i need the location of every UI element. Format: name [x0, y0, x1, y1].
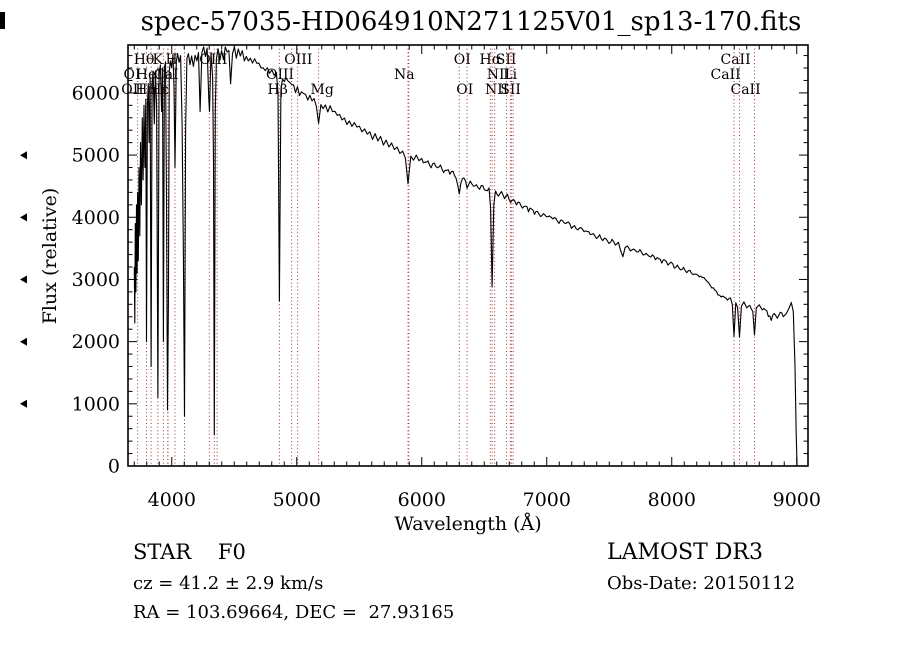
x-tick-labels: 4000 5000 6000 7000 8000 9000 [148, 489, 821, 511]
x-major-ticks [171, 45, 798, 466]
line-label: OI [454, 52, 471, 68]
y-tick-label: 1000 [72, 393, 120, 415]
y-axis-label: Flux (relative) [39, 188, 61, 325]
x-tick-label: 8000 [648, 489, 696, 511]
y-tick-label: 4000 [72, 207, 120, 229]
x-minor-ticks [133, 45, 785, 466]
edge-mark [20, 399, 27, 408]
star-class-label: STAR F0 [133, 540, 246, 564]
plot-border [127, 44, 809, 467]
spectral-line-markers [137, 45, 755, 466]
edge-mark [20, 275, 27, 284]
obs-date-value: Obs-Date: 20150112 [607, 573, 796, 594]
line-label: OII [121, 82, 144, 98]
plot-frame [127, 44, 809, 467]
x-tick-label: 6000 [398, 489, 446, 511]
y-tick-label: 2000 [72, 331, 120, 353]
line-label: Li [503, 67, 517, 83]
y-tick-label: 3000 [72, 269, 120, 291]
line-label: Na [394, 67, 415, 83]
x-tick-label: 9000 [773, 489, 821, 511]
line-label: Hη [135, 82, 156, 98]
edge-artifacts [0, 12, 27, 408]
line-label: SII [500, 82, 521, 98]
line-label: OIII [284, 52, 312, 68]
x-tick-label: 7000 [523, 489, 571, 511]
line-label: CaII [731, 82, 761, 98]
x-tick-label: 5000 [273, 489, 321, 511]
line-label: Mg [311, 82, 334, 98]
y-tick-label: 0 [108, 456, 120, 478]
survey-label: LAMOST DR3 [607, 540, 763, 565]
spectrum-path [133, 46, 798, 466]
line-label: CaI [154, 67, 179, 83]
line-label: NII [485, 82, 508, 98]
corner-mark [0, 12, 5, 29]
edge-mark [20, 213, 27, 222]
y-tick-labels: 0 1000 2000 3000 4000 5000 6000 [72, 82, 120, 477]
spectrum-line [133, 46, 798, 466]
y-tick-label: 5000 [72, 145, 120, 167]
edge-mark [20, 337, 27, 346]
spectral-line-labels: HθKHOIIIOIIIOIHαSIICaIIOIHeICaIOIIINaNII… [121, 52, 760, 98]
y-minor-ticks [128, 55, 808, 455]
line-label: CaII [721, 52, 751, 68]
x-tick-label: 4000 [148, 489, 196, 511]
y-tick-label: 6000 [72, 82, 120, 104]
line-label: Hθ [134, 52, 155, 68]
line-label: CaII [711, 67, 741, 83]
axis-labels: Wavelength (Å) Flux (relative) [39, 188, 542, 535]
ra-dec-value: RA = 103.69664, DEC = 27.93165 [133, 602, 455, 623]
y-major-ticks [128, 92, 808, 467]
line-label: OIII [266, 67, 294, 83]
cz-value: cz = 41.2 ± 2.9 km/s [133, 573, 324, 594]
plot-title: spec-57035-HD064910N271125V01_sp13-170.f… [140, 7, 802, 37]
line-label: NII [487, 67, 510, 83]
edge-mark [20, 151, 27, 160]
x-axis-label: Wavelength (Å) [394, 513, 541, 535]
line-label: OI [456, 82, 473, 98]
